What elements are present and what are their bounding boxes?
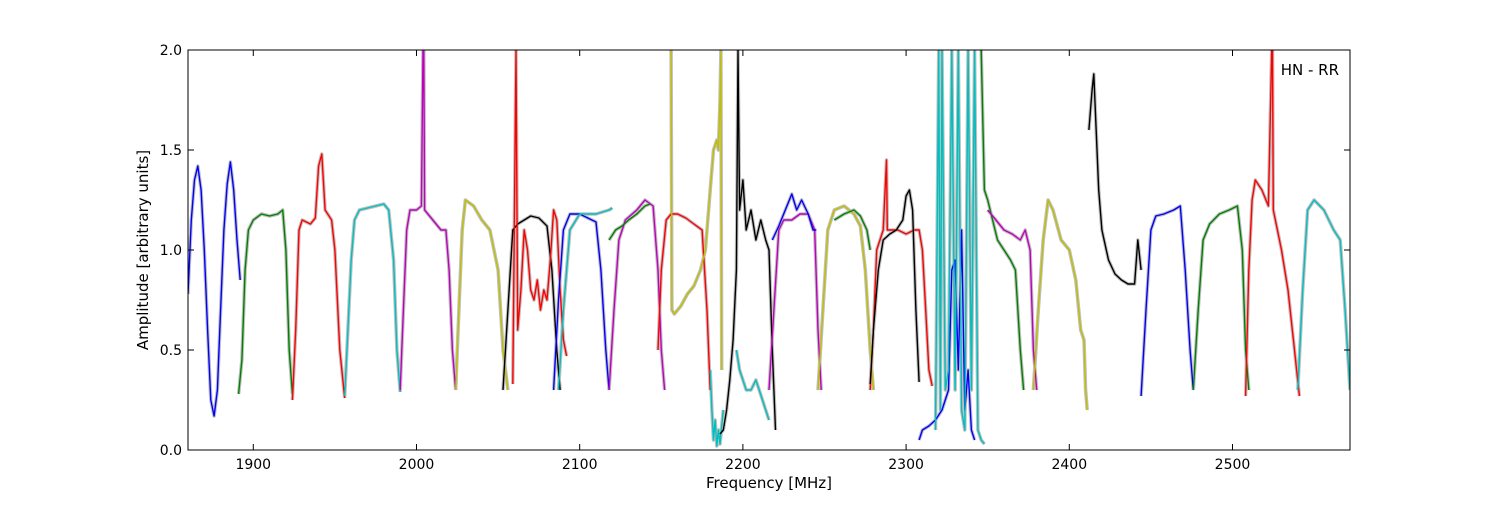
series-line-16 [735,349,770,421]
series-line-7 [512,50,568,385]
x-tick-label: 2000 [399,457,435,473]
series-line-26 [987,209,1038,391]
series-line-24 [934,50,985,445]
background-trace [816,204,876,391]
series-layer [188,50,1350,447]
series-line-28 [1088,73,1142,285]
series-line-9 [557,207,613,391]
series-line-25 [980,50,1025,391]
x-tick-label: 2400 [1051,457,1087,473]
background-trace [188,160,242,418]
x-tick-label: 2100 [562,457,598,473]
series-line-6 [502,215,561,391]
x-tick-label: 2300 [888,457,924,473]
y-axis-label: Amplitude [arbitrary units] [134,150,152,350]
series-line-18 [771,193,817,241]
series-line-19 [817,205,875,391]
series-line-2 [291,153,346,401]
background-trace [607,202,651,241]
series-line-4 [399,50,457,391]
background-trace [1296,198,1350,391]
background-trace [767,212,823,391]
background-trace [1139,204,1196,397]
y-tick-label: 0.0 [160,443,182,459]
series-line-31 [1244,50,1301,397]
series-line-14 [709,369,724,447]
series-line-30 [1192,205,1250,391]
x-axis-label: Frequency [MHz] [706,474,832,492]
panel-annotation: HN - RR [1281,61,1339,79]
background-trace [718,50,778,436]
series-line-11 [608,203,651,241]
series-line-20 [833,209,871,251]
series-line-17 [768,213,822,391]
y-tick-label: 1.5 [160,143,182,159]
series-line-12 [657,213,711,391]
series-line-22 [869,189,920,385]
series-line-5 [455,199,509,391]
y-tick-label: 0.5 [160,343,182,359]
series-line-29 [1140,205,1194,397]
background-trace [1031,198,1089,411]
y-tick-label: 1.0 [160,243,182,259]
series-line-3 [344,203,401,397]
series-line-21 [869,159,933,391]
series-line-8 [552,213,610,391]
x-tick-label: 1900 [235,457,271,473]
series-line-27 [1032,199,1088,411]
series-line-13 [670,50,723,371]
background-trace [979,50,1026,391]
series-line-1 [237,209,294,395]
axis-ticks: 1900 2000 2100 2200 2300 2400 2500 0.0 0.5 1.0 1.5… [160,43,1350,473]
series-line-0 [188,161,241,417]
series-line-32 [1297,199,1350,391]
background-trace [1087,72,1143,286]
x-tick-label: 2500 [1215,457,1251,473]
y-tick-label: 2.0 [160,43,182,59]
x-tick-label: 2200 [725,457,761,473]
background-trace [669,50,724,371]
series-line-15 [719,50,777,435]
